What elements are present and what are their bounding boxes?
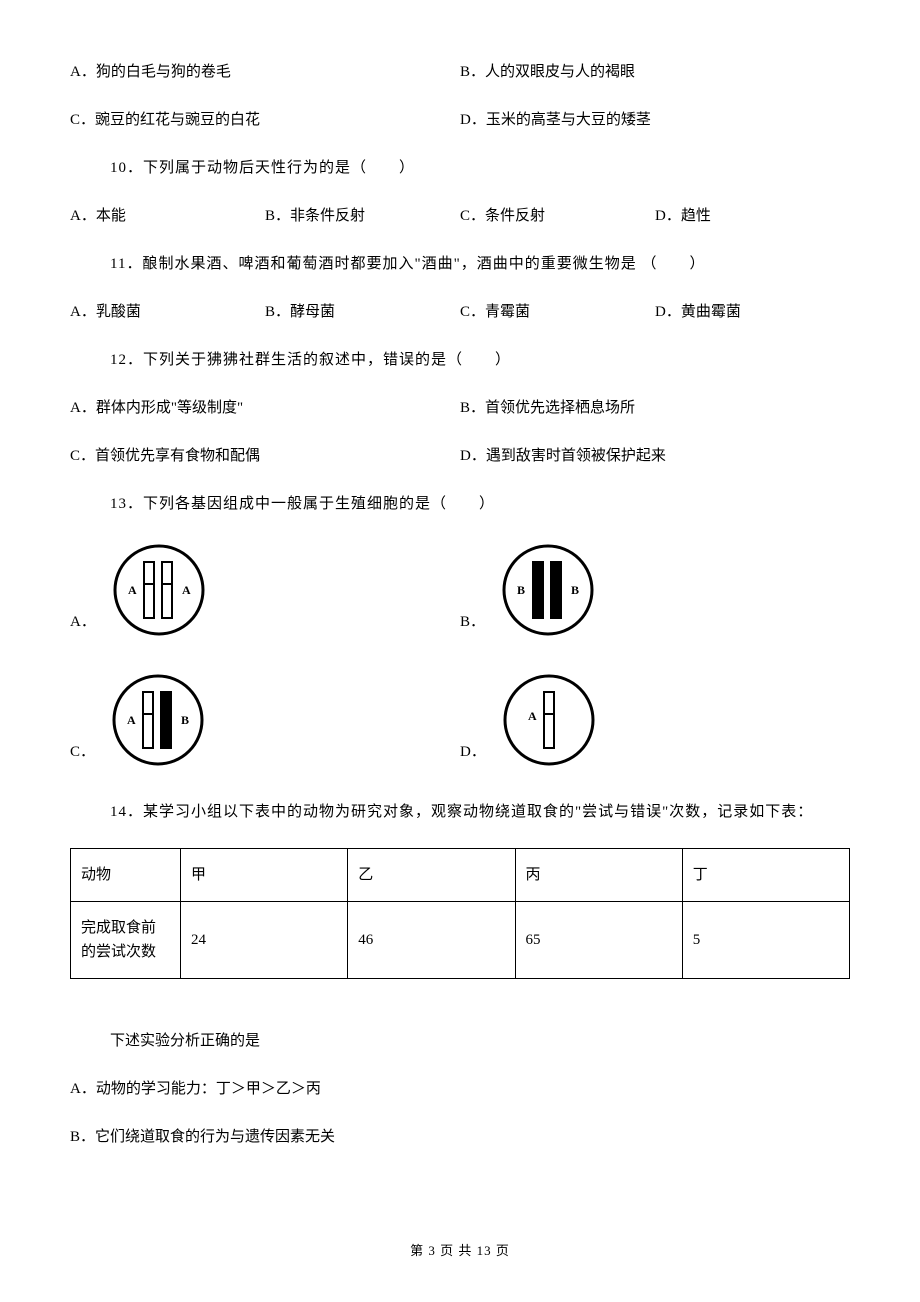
page-footer: 第 3 页 共 13 页: [0, 1241, 920, 1262]
q14-table-header-row: 动物 甲 乙 丙 丁: [71, 849, 850, 902]
q12-options-row1: A．群体内形成"等级制度" B．首领优先选择栖息场所: [70, 396, 850, 420]
q13-diagram-b: B B: [493, 540, 603, 640]
q14-option-b: B．它们绕道取食的行为与遗传因素无关: [70, 1125, 850, 1149]
q10-option-a: A．本能: [70, 204, 265, 228]
q13-stem: 13．下列各基因组成中一般属于生殖细胞的是（ ）: [110, 492, 850, 516]
q11-stem: 11．酿制水果酒、啤酒和葡萄酒时都要加入"酒曲"，酒曲中的重要微生物是 （ ）: [110, 252, 850, 276]
q9-options-row2: C．豌豆的红花与豌豆的白花 D．玉米的高茎与大豆的矮茎: [70, 108, 850, 132]
q14-table-data-row: 完成取食前的尝试次数 24 46 65 5: [71, 902, 850, 979]
q13-diagram-row1: A． A A B． B B: [70, 540, 850, 640]
q10-option-d: D．趋性: [655, 204, 850, 228]
q13-cell-b: B． B B: [460, 540, 850, 640]
q14-stem: 14．某学习小组以下表中的动物为研究对象，观察动物绕道取食的"尝试与错误"次数，…: [110, 800, 850, 824]
q12-option-b: B．首领优先选择栖息场所: [460, 396, 850, 420]
q13-cell-c: C． A B: [70, 670, 460, 770]
svg-text:A: A: [127, 713, 136, 727]
q12-option-c: C．首领优先享有食物和配偶: [70, 444, 460, 468]
q10-option-c: C．条件反射: [460, 204, 655, 228]
q11-option-c: C．青霉菌: [460, 300, 655, 324]
q14-table: 动物 甲 乙 丙 丁 完成取食前的尝试次数 24 46 65 5: [70, 848, 850, 979]
q13-diagram-d: A: [494, 670, 604, 770]
q9-options-row1: A．狗的白毛与狗的卷毛 B．人的双眼皮与人的褐眼: [70, 60, 850, 84]
q11-option-a: A．乳酸菌: [70, 300, 265, 324]
q14-option-a: A．动物的学习能力：丁＞甲＞乙＞丙: [70, 1077, 850, 1101]
q14-th-0: 动物: [71, 849, 181, 902]
q13-label-c: C．: [70, 740, 95, 770]
q13-diagram-c: A B: [103, 670, 213, 770]
q12-options-row2: C．首领优先享有食物和配偶 D．遇到敌害时首领被保护起来: [70, 444, 850, 468]
q12-stem: 12．下列关于狒狒社群生活的叙述中，错误的是（ ）: [110, 348, 850, 372]
q11-options: A．乳酸菌 B．酵母菌 C．青霉菌 D．黄曲霉菌: [70, 300, 850, 324]
q13-diagram-a: A A: [104, 540, 214, 640]
q12-option-d: D．遇到敌害时首领被保护起来: [460, 444, 850, 468]
svg-text:B: B: [517, 583, 525, 597]
q13-cell-d: D． A: [460, 670, 850, 770]
q14-th-1: 甲: [181, 849, 348, 902]
svg-text:A: A: [182, 583, 191, 597]
q10-options: A．本能 B．非条件反射 C．条件反射 D．趋性: [70, 204, 850, 228]
q12-option-a: A．群体内形成"等级制度": [70, 396, 460, 420]
q14-td-3: 5: [682, 902, 849, 979]
q14-th-4: 丁: [682, 849, 849, 902]
q9-option-b: B．人的双眼皮与人的褐眼: [460, 60, 850, 84]
q14-th-3: 丙: [515, 849, 682, 902]
q10-stem: 10．下列属于动物后天性行为的是（ ）: [110, 156, 850, 180]
q14-td-label: 完成取食前的尝试次数: [71, 902, 181, 979]
q14-td-0: 24: [181, 902, 348, 979]
q13-diagram-row2: C． A B D． A: [70, 670, 850, 770]
q10-option-b: B．非条件反射: [265, 204, 460, 228]
q13-label-b: B．: [460, 610, 485, 640]
q9-option-d: D．玉米的高茎与大豆的矮茎: [460, 108, 850, 132]
q9-option-a: A．狗的白毛与狗的卷毛: [70, 60, 460, 84]
svg-text:B: B: [181, 713, 189, 727]
svg-text:A: A: [528, 709, 537, 723]
q9-option-c: C．豌豆的红花与豌豆的白花: [70, 108, 460, 132]
q13-label-a: A．: [70, 610, 96, 640]
q14-th-2: 乙: [348, 849, 515, 902]
q13-cell-a: A． A A: [70, 540, 460, 640]
svg-text:A: A: [128, 583, 137, 597]
q13-label-d: D．: [460, 740, 486, 770]
q14-td-1: 46: [348, 902, 515, 979]
q11-option-d: D．黄曲霉菌: [655, 300, 850, 324]
q14-td-2: 65: [515, 902, 682, 979]
q14-post: 下述实验分析正确的是: [110, 1029, 850, 1053]
q11-option-b: B．酵母菌: [265, 300, 460, 324]
svg-text:B: B: [571, 583, 579, 597]
